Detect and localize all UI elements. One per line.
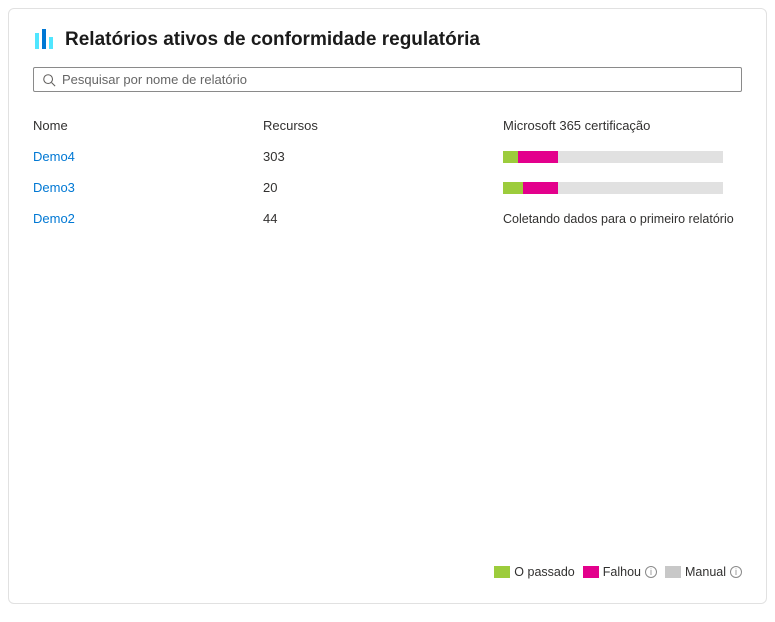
legend-item: Manuali: [665, 565, 742, 579]
info-icon[interactable]: i: [730, 566, 742, 578]
resources-value: 20: [263, 180, 503, 195]
table-row: Demo3 20: [33, 172, 742, 203]
info-icon[interactable]: i: [645, 566, 657, 578]
bar-track: [503, 151, 723, 163]
legend-label: O passado: [514, 565, 574, 579]
reports-table: Nome Recursos Microsoft 365 certificação…: [33, 110, 742, 234]
legend-swatch: [583, 566, 599, 578]
report-link[interactable]: Demo2: [33, 211, 75, 226]
legend-swatch: [494, 566, 510, 578]
search-input[interactable]: [62, 72, 733, 87]
bar-segment: [523, 182, 558, 194]
table-body: Demo4 303 Demo3 20 Demo2 44Coletando dados pa…: [33, 141, 742, 234]
table-row: Demo2 44Coletando dados para o primeiro r…: [33, 203, 742, 234]
cert-bar: [503, 151, 742, 163]
report-link[interactable]: Demo3: [33, 180, 75, 195]
bar-track: [503, 182, 723, 194]
cert-status-text: Coletando dados para o primeiro relatóri…: [503, 212, 742, 226]
table-header: Nome Recursos Microsoft 365 certificação: [33, 110, 742, 141]
bar-segment: [503, 151, 518, 163]
bar-segment: [518, 151, 558, 163]
legend: O passadoFalhouiManuali: [494, 565, 742, 579]
legend-swatch: [665, 566, 681, 578]
header: Relatórios ativos de conformidade regula…: [33, 29, 742, 51]
search-icon: [42, 73, 56, 87]
card: Relatórios ativos de conformidade regula…: [8, 8, 767, 604]
legend-item: O passado: [494, 565, 574, 579]
resources-value: 44: [263, 211, 503, 226]
search-box[interactable]: [33, 67, 742, 92]
report-link[interactable]: Demo4: [33, 149, 75, 164]
legend-item: Falhoui: [583, 565, 657, 579]
col-resources: Recursos: [263, 118, 503, 133]
col-name: Nome: [33, 118, 263, 133]
table-row: Demo4 303: [33, 141, 742, 172]
cert-bar: [503, 182, 742, 194]
col-cert: Microsoft 365 certificação: [503, 118, 742, 133]
page-title: Relatórios ativos de conformidade regula…: [65, 29, 480, 51]
legend-label: Manual: [685, 565, 726, 579]
reports-icon: [33, 29, 55, 51]
legend-label: Falhou: [603, 565, 641, 579]
bar-segment: [503, 182, 523, 194]
resources-value: 303: [263, 149, 503, 164]
